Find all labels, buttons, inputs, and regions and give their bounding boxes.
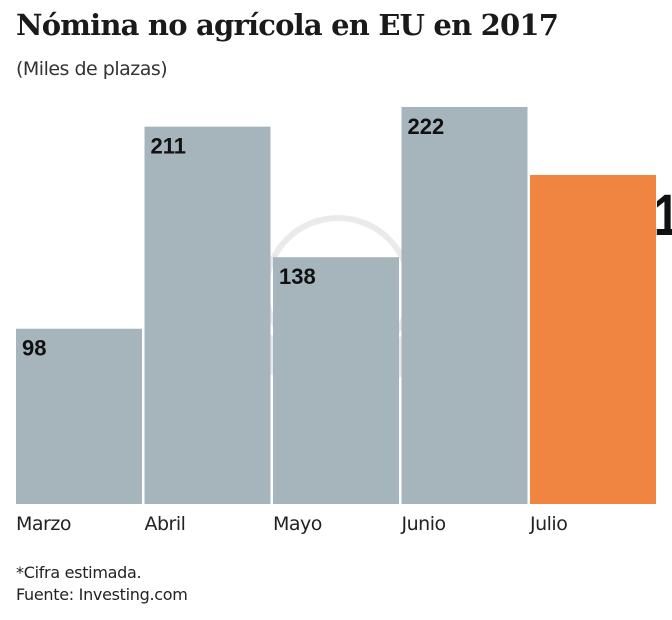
chart-title: Nómina no agrícola en EU en 2017 — [16, 8, 559, 42]
x-tick-label: Junio — [401, 513, 446, 535]
x-tick-label: Marzo — [16, 513, 71, 535]
bar-value-label: 184* — [654, 184, 672, 249]
bar-marzo — [16, 328, 142, 504]
source-note: Fuente: Investing.com — [16, 585, 188, 604]
x-tick-label: Abril — [145, 513, 186, 535]
bar-value-label: 98 — [22, 336, 46, 361]
footnote: *Cifra estimada. — [16, 563, 142, 582]
x-tick-label: Julio — [529, 513, 567, 535]
bar-value-label: 211 — [151, 134, 187, 159]
bar-abril — [144, 126, 271, 504]
bar-value-label: 222 — [408, 114, 445, 139]
bar-junio — [401, 107, 528, 504]
bar-julio — [530, 174, 656, 504]
chart-subtitle: (Miles de plazas) — [16, 58, 168, 80]
x-tick-label: Mayo — [273, 513, 322, 535]
bar-mayo — [273, 257, 399, 504]
bar-value-label: 138 — [279, 264, 316, 289]
